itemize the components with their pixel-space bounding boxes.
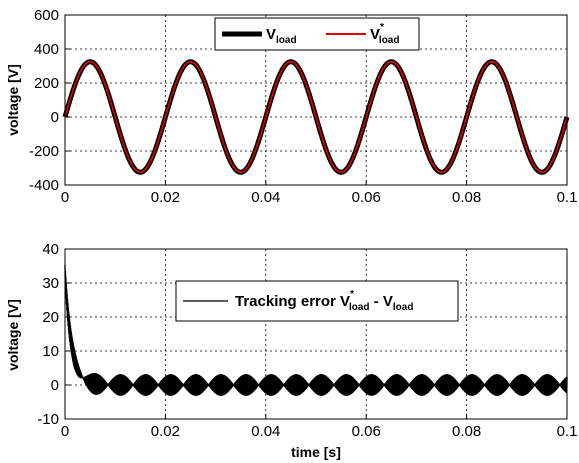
legend-label-vload: Vload [266, 26, 297, 46]
top-x-tick-label: 0.06 [352, 189, 381, 206]
bottom-y-tick-label: 10 [42, 343, 59, 360]
bottom-x-tick-label: 0.04 [251, 423, 280, 440]
series-line-vload-ref [64, 60, 568, 174]
bottom-y-tick-label: 20 [42, 309, 59, 326]
top-x-tick-label: 0 [61, 189, 69, 206]
top-y-tick-label: 600 [34, 7, 59, 24]
top-y-tick-label: -200 [29, 143, 59, 160]
top-x-tick-label: 0.02 [151, 189, 180, 206]
top-plot: voltage [V] 0 0.02 0.04 0.06 0.08 0.1 600 400 20… [5, 7, 577, 206]
bottom-y-tick-label: 40 [42, 241, 59, 258]
bottom-legend: Tracking error V* load - Vload [175, 280, 459, 322]
top-y-tick-label: 200 [34, 75, 59, 92]
bottom-y-tick-label: 30 [42, 275, 59, 292]
bottom-x-tick-label: 0.06 [352, 423, 381, 440]
top-plot-frame [64, 14, 568, 186]
bottom-x-tick-label: 0.02 [151, 423, 180, 440]
bottom-x-tick-label: 0.1 [557, 423, 578, 440]
top-x-tick-label: 0.08 [452, 189, 481, 206]
bottom-y-axis-label: voltage [V] [5, 299, 21, 371]
bottom-plot: voltage [V] 0 0.02 0.04 0.06 0.08 0.1 40 30 20 10… [5, 241, 577, 460]
top-y-tick-label: -400 [29, 177, 59, 194]
bottom-x-tick-label: 0.08 [452, 423, 481, 440]
top-x-tick-label: 0.04 [251, 189, 280, 206]
bottom-series [64, 264, 568, 396]
top-y-tick-label: 0 [51, 109, 59, 126]
legend-label-vload-ref: V* load [370, 22, 399, 46]
top-series [62, 59, 570, 175]
top-y-tick-label: 400 [34, 41, 59, 58]
bottom-x-tick-label: 0 [61, 423, 69, 440]
top-ticks: 0 0.02 0.04 0.06 0.08 0.1 600 400 200 0 -200 -400 [29, 7, 577, 206]
top-legend: Vload V* load [214, 17, 420, 51]
top-x-tick-label: 0.1 [557, 189, 578, 206]
series-line-tracking-error [64, 264, 568, 396]
legend-label-tracking-error: Tracking error V* load - Vload [235, 289, 413, 313]
bottom-plot-frame [64, 248, 568, 420]
bottom-y-tick-label: -10 [37, 411, 59, 428]
bottom-y-tick-label: 0 [51, 377, 59, 394]
top-y-axis-label: voltage [V] [5, 64, 21, 136]
bottom-x-axis-label: time [s] [291, 444, 341, 460]
